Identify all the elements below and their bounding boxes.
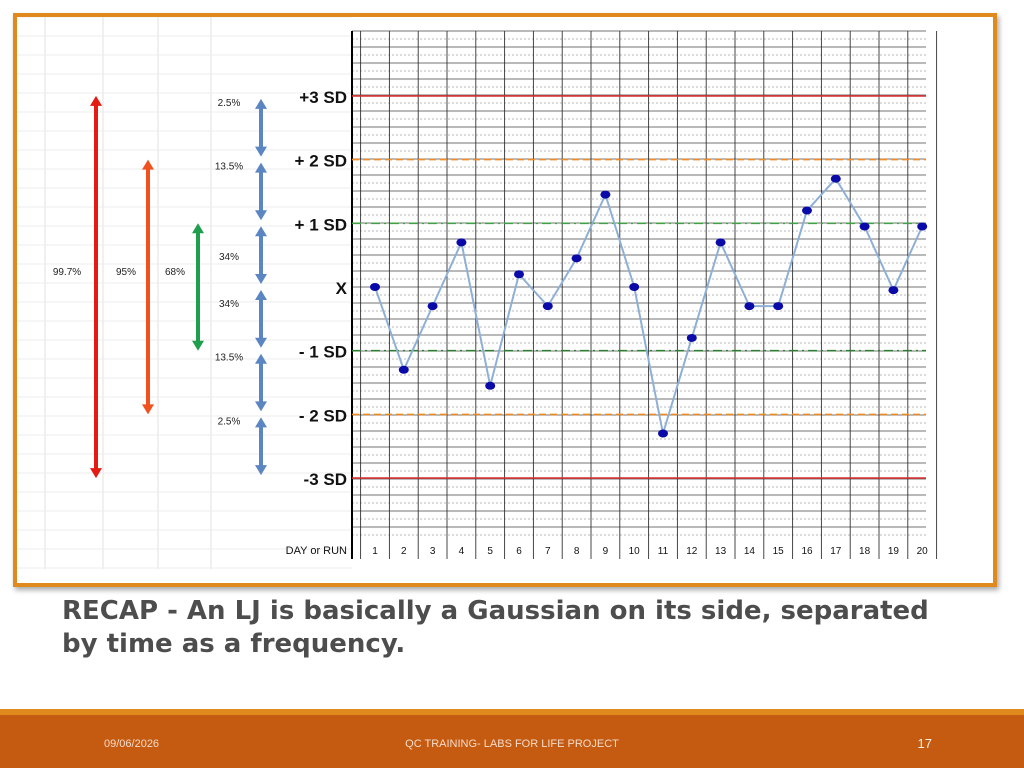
band-arrow-head xyxy=(255,274,267,284)
x-tick-label: 8 xyxy=(574,546,580,557)
page-number: 17 xyxy=(917,736,932,751)
data-point xyxy=(773,302,784,311)
x-tick-label: 17 xyxy=(830,546,842,557)
band-percent-label: 13.5% xyxy=(215,161,243,172)
band-arrow-head xyxy=(255,401,267,412)
range-arrow-head xyxy=(192,340,204,351)
data-point xyxy=(888,286,899,295)
data-point xyxy=(456,238,467,247)
x-tick-label: 15 xyxy=(773,546,785,557)
x-tick-label: 12 xyxy=(686,546,698,557)
data-point xyxy=(485,381,496,390)
x-tick-label: 19 xyxy=(888,546,900,557)
data-point xyxy=(830,174,841,183)
x-tick-label: 2 xyxy=(401,546,407,557)
footer-date: 09/06/2026 xyxy=(104,738,160,750)
x-tick-label: 11 xyxy=(658,546,669,557)
y-tick-label: + 2 SD xyxy=(295,152,347,171)
x-tick-label: 5 xyxy=(487,546,493,557)
range-arrow-head xyxy=(90,468,102,479)
band-percent-label: 13.5% xyxy=(215,353,243,364)
y-tick-label: - 1 SD xyxy=(299,343,347,362)
x-tick-label: 7 xyxy=(545,546,551,557)
y-tick-label: +3 SD xyxy=(299,88,347,107)
data-point xyxy=(542,302,553,311)
footer-band xyxy=(0,709,1024,768)
x-tick-label: 10 xyxy=(629,546,641,557)
band-arrow-head xyxy=(255,162,267,173)
band-percent-label: 2.5% xyxy=(218,98,241,109)
x-tick-label: 14 xyxy=(744,546,756,557)
range-arrow-head xyxy=(192,223,204,234)
x-tick-label: 4 xyxy=(459,546,465,557)
band-arrow-head xyxy=(255,210,267,221)
range-arrow-head xyxy=(90,95,102,106)
range-arrow-head xyxy=(142,404,154,415)
band-arrow-head xyxy=(255,146,267,157)
range-arrow-head xyxy=(142,159,154,170)
band-arrow-head xyxy=(255,417,267,428)
x-tick-label: 20 xyxy=(917,546,929,557)
x-tick-label: 9 xyxy=(603,546,609,557)
footer-stripe xyxy=(0,709,1024,715)
band-arrow-head xyxy=(255,226,267,237)
footer-title: QC TRAINING- LABS FOR LIFE PROJECT xyxy=(405,738,619,750)
data-point xyxy=(686,333,697,342)
data-point xyxy=(658,429,668,438)
x-tick-label: 18 xyxy=(859,546,871,557)
plot-area xyxy=(352,31,926,539)
recap-text: RECAP - An LJ is basically a Gaussian on… xyxy=(62,596,929,659)
x-tick-label: 13 xyxy=(715,546,727,557)
band-arrow-head xyxy=(255,353,267,364)
data-point xyxy=(600,190,611,199)
data-point xyxy=(917,222,928,231)
band-percent-label: 34% xyxy=(219,252,239,263)
band-percent-label: 34% xyxy=(219,299,239,310)
y-tick-label: X xyxy=(336,279,348,298)
data-point xyxy=(744,302,755,311)
x-tick-label: 3 xyxy=(430,546,436,557)
data-point xyxy=(427,302,438,311)
levey-jennings-chart: +3 SD + 2 SD + 1 SD X - 1 SD - 2 SD -3 SD DAY o… xyxy=(17,17,938,569)
range-percent-label: 95% xyxy=(116,267,136,278)
band-arrow-head xyxy=(255,98,267,109)
data-point xyxy=(715,238,726,247)
x-tick-label: 1 xyxy=(372,546,378,557)
data-point xyxy=(571,254,582,263)
data-point xyxy=(370,283,380,291)
data-point xyxy=(514,270,524,279)
x-tick-label: 16 xyxy=(801,546,813,557)
band-arrow-head xyxy=(255,465,267,476)
band-arrow-head xyxy=(255,337,267,348)
x-tick-label: 6 xyxy=(516,546,522,557)
range-percent-label: 68% xyxy=(165,267,185,278)
band-arrow-head xyxy=(255,290,267,300)
y-tick-label: -3 SD xyxy=(304,470,347,489)
x-axis-label: DAY or RUN xyxy=(286,545,347,557)
data-point xyxy=(859,222,870,231)
range-percent-label: 99.7% xyxy=(53,267,81,278)
data-point xyxy=(398,365,409,374)
band-percent-label: 2.5% xyxy=(218,416,241,427)
data-point xyxy=(802,206,812,215)
y-tick-label: - 2 SD xyxy=(299,406,347,425)
data-point xyxy=(629,283,640,291)
series-line xyxy=(374,177,924,434)
y-tick-label: + 1 SD xyxy=(295,215,347,234)
